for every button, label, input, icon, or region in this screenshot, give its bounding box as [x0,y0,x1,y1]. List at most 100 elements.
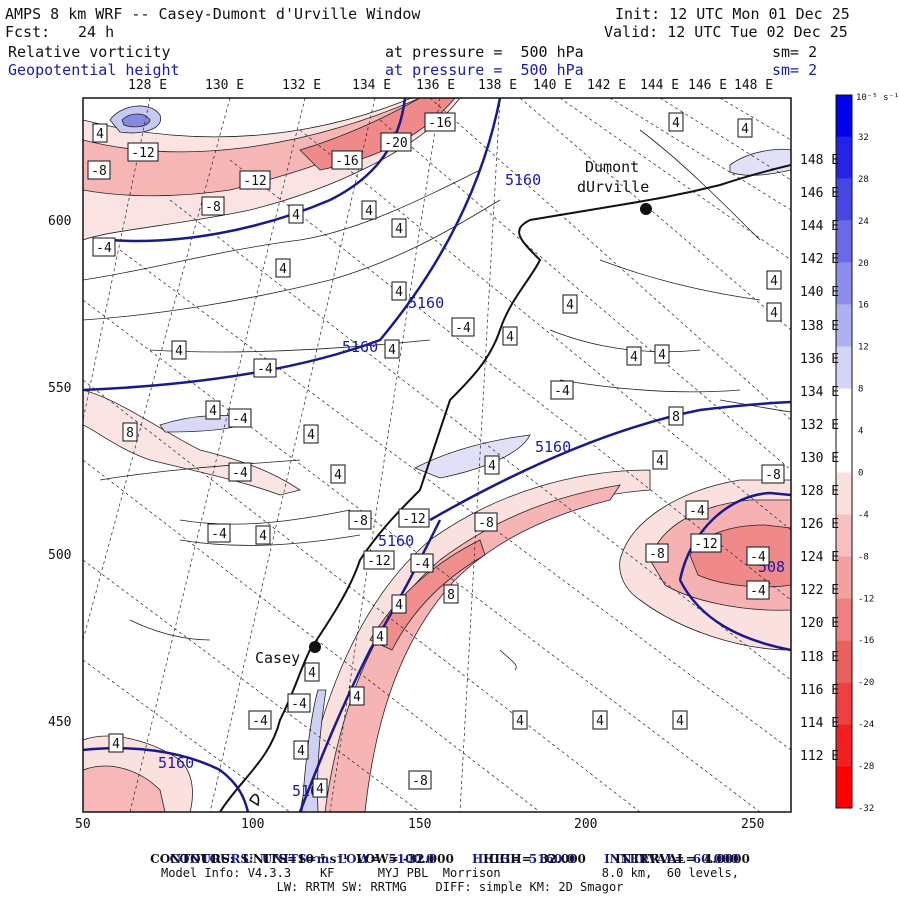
vorticity-label-box [228,408,252,428]
vorticity-label: -8 [91,164,107,179]
vorticity-label-box [746,546,770,566]
vorticity-label: 4 [175,344,183,359]
colorbar-swatch [836,304,852,347]
colorbar-tick-label: -4 [858,510,869,520]
y-tick-label: 500 [48,548,72,563]
footer-line1: CONTOURS: UNITS=m LOW= 5100.0 HIGH= 5160… [0,838,900,866]
vorticity-label-box [766,270,782,290]
vorticity-label-box [746,580,770,600]
vorticity-label-box [248,710,272,730]
colorbar-tick-label: -28 [858,762,874,772]
coastline [219,164,791,812]
colorbar-tick-label: -20 [858,678,874,688]
colorbar-swatch [836,472,852,515]
vorticity-label: 4 [395,222,403,237]
vorticity-label: 8 [447,588,455,603]
vorticity-label: -4 [96,241,112,256]
vorticity-label: 4 [96,127,104,142]
fcst-value: 24 h [78,23,115,41]
x-tick-label: 250 [741,817,765,832]
height-label: 5160 [408,294,444,312]
vorticity-label: -12 [367,554,390,569]
plot-frame [82,97,792,813]
vorticity-label: 4 [395,598,403,613]
colorbar-swatch [836,514,852,557]
colorbar-tick-label: -32 [858,804,874,814]
vorticity-label: 4 [596,714,604,729]
lon-right-label: 142 E [800,252,840,268]
vorticity-label-box [672,710,688,730]
vorticity-label-box [398,508,430,528]
vorticity-label-box [484,455,500,475]
vorticity-label-box [201,196,225,216]
vorticity-label: 4 [308,666,316,681]
vorticity-label-box [239,170,271,190]
footer-line2: CONTOURS: UNITS=10⁻⁵ s⁻¹ LOW= -32.000 HI… [150,852,750,866]
height-label: 5160 [505,171,541,189]
lon-right-label: 114 E [800,715,840,731]
vorticity-label-box [205,400,221,420]
vorticity-label-box [108,733,124,753]
vorticity-label: 4 [676,714,684,729]
vorticity-label-box [92,123,108,143]
lon-top-label: 128 E [128,78,168,93]
colorbar-frame [835,94,853,809]
colorbar-unit: 10⁻⁵ s⁻¹ [856,93,899,103]
lon-right-label: 140 E [800,285,840,301]
lon-right-label: 124 E [800,550,840,566]
vorticity-label: -20 [384,136,407,151]
lat-lon-grid [83,98,791,812]
lon-top-label: 146 E [688,78,728,93]
vorticity-label: -4 [211,527,227,542]
vorticity-label: 4 [741,122,749,137]
vorticity-label: -8 [412,774,428,789]
vorticity-label: 4 [395,285,403,300]
vorticity-label: -8 [478,516,494,531]
colorbar-swatch [836,262,852,305]
vorticity-label: -8 [352,514,368,529]
vorticity-label-box [127,142,159,162]
vorticity-label: 4 [334,468,342,483]
vorticity-label: -4 [750,550,766,565]
vorticity-label-box [331,150,363,170]
vorticity-label: 4 [658,348,666,363]
vorticity-label-box [288,204,304,224]
vorticity-label: 4 [365,204,373,219]
vorticity-label: -8 [649,547,665,562]
lon-right-label: 112 E [800,748,840,764]
vorticity-label-box [474,512,498,532]
footer-line1a: CONTOURS: UNITS=m LOW= 5100.0 [169,852,435,866]
model-title: AMPS 8 km WRF -- Casey-Dumont d'Urville … [5,5,421,23]
vorticity-label: -8 [205,200,221,215]
vorticity-label-box [87,160,111,180]
vorticity-label: 4 [259,529,267,544]
vorticity-label: -4 [232,412,248,427]
lon-top-label: 130 E [205,78,245,93]
colorbar-tick-label: -16 [858,636,874,646]
vorticity-label-box [207,523,231,543]
lon-top-label: 148 E [734,78,774,93]
vorticity-label-box [766,302,782,322]
vorticity-label: -12 [243,174,266,189]
field1-smooth: sm= 2 [772,43,818,61]
lon-top-label: 142 E [587,78,627,93]
vorticity-label: 4 [279,262,287,277]
vorticity-label-box [626,346,642,366]
field2-smooth: sm= 2 [772,61,818,79]
vorticity-label: -16 [428,116,451,131]
casey-station-dot [309,641,321,653]
colorbar-tick-label: -8 [858,552,869,562]
vorticity-label: -4 [291,697,307,712]
colorbar-swatch [836,388,852,431]
footer-line1b: HIGH= 5160.0 [471,852,575,866]
vorticity-label: -4 [750,584,766,599]
colorbar-tick-label: 28 [858,175,869,185]
vorticity-label-box [293,740,309,760]
vorticity-label-box [361,200,377,220]
height-contours [83,98,791,812]
vorticity-label: 4 [672,116,680,131]
init-time: Init: 12 UTC Mon 01 Dec 25 [615,5,850,23]
vorticity-label-box [761,464,785,484]
